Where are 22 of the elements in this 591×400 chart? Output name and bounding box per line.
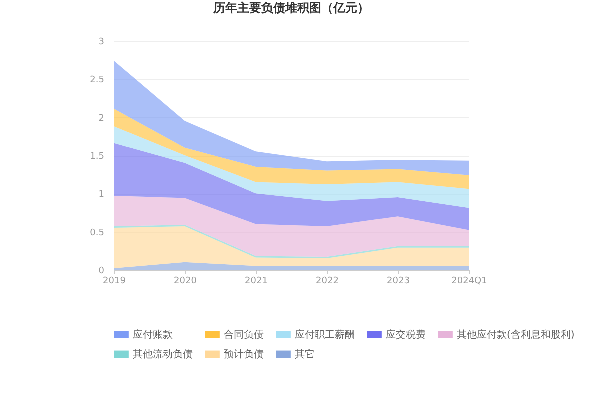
- chart-title: 历年主要负债堆积图（亿元）: [212, 1, 370, 15]
- y-tick-label: 1: [98, 190, 104, 200]
- legend-label: 其他应付款(含利息和股利): [457, 328, 575, 341]
- y-tick-label: 0: [98, 266, 105, 276]
- x-tick-label: 2022: [316, 276, 339, 286]
- x-tick-label: 2023: [387, 276, 410, 286]
- legend-label: 预计负债: [224, 348, 264, 360]
- y-tick-label: 3: [98, 38, 104, 48]
- y-tick-label: 1.5: [90, 152, 104, 162]
- y-tick-label: 0.5: [90, 228, 104, 238]
- x-tick-label: 2021: [245, 276, 268, 286]
- legend-label: 应付职工薪酬: [295, 328, 355, 341]
- y-tick-label: 2: [98, 114, 104, 124]
- legend-label: 合同负债: [224, 328, 264, 341]
- x-tick-label: 2024Q1: [452, 276, 488, 286]
- y-tick-label: 2.5: [90, 76, 104, 86]
- legend-label: 其它: [295, 348, 315, 360]
- x-tick-label: 2019: [103, 276, 126, 286]
- legend-label: 其他流动负债: [133, 348, 193, 360]
- x-tick-label: 2020: [174, 276, 198, 286]
- legend-label: 应交税费: [386, 328, 426, 341]
- legend-label: 应付账款: [133, 328, 173, 341]
